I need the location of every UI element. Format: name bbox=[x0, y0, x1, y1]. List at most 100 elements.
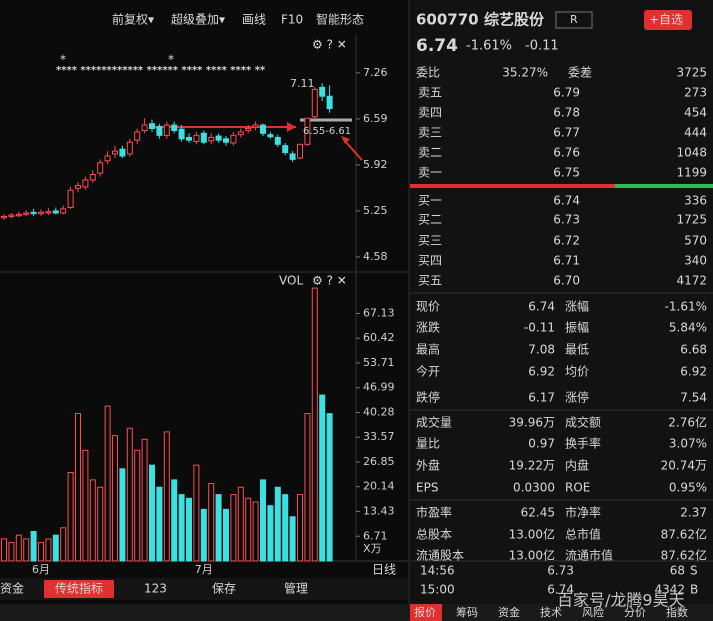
book-volume: 1199 bbox=[676, 166, 707, 180]
candle-body bbox=[126, 141, 133, 155]
volume-bar bbox=[112, 435, 118, 562]
bottom-tab: 筹码 bbox=[456, 605, 478, 619]
stat-value: 6.92 bbox=[680, 365, 707, 379]
stat-value: 0.97 bbox=[528, 437, 555, 451]
stat-label: 最高 bbox=[416, 342, 440, 357]
candle-body bbox=[304, 117, 311, 145]
y-tick-label: 5.92 bbox=[363, 158, 388, 171]
stat-label: 市净率 bbox=[565, 505, 601, 520]
x-tick-label: 6月 bbox=[32, 563, 50, 576]
stat-label: 现价 bbox=[416, 300, 440, 314]
candle-body bbox=[215, 135, 222, 141]
candle-body bbox=[156, 125, 163, 136]
stat-label: 涨停 bbox=[565, 390, 589, 405]
volume-bar bbox=[223, 508, 229, 562]
volume-bar bbox=[319, 394, 326, 562]
volume-bar bbox=[45, 538, 52, 562]
stat-label: 均价 bbox=[565, 365, 589, 379]
tab: 传统指标 bbox=[55, 581, 103, 596]
book-volume: 340 bbox=[684, 254, 707, 268]
trade-volume: 68 bbox=[670, 564, 685, 578]
stat-label: 市盈率 bbox=[416, 505, 452, 520]
tab: 保存 bbox=[212, 582, 236, 596]
toolbar-item: 画线 bbox=[242, 13, 266, 27]
book-price: 6.72 bbox=[553, 234, 580, 248]
volume-bar bbox=[8, 542, 15, 562]
stat-value: 0.95% bbox=[669, 481, 707, 495]
bottom-tab: 指数 bbox=[666, 605, 688, 619]
volume-bar bbox=[186, 497, 192, 562]
candle-body bbox=[119, 148, 126, 157]
volume-bar bbox=[274, 486, 281, 562]
change: -0.11 bbox=[525, 39, 559, 54]
settings-icon[interactable]: ⚙ ? ✕ bbox=[312, 38, 347, 52]
watermark: 百家号/龙腾9昊天 bbox=[557, 591, 685, 610]
toolbar-item: 超级叠加▾ bbox=[171, 12, 225, 27]
toolbar-item: 智能形态 bbox=[316, 12, 364, 27]
book-volume: 273 bbox=[684, 86, 707, 100]
book-label: 买四 bbox=[418, 254, 442, 268]
book-label: 卖五 bbox=[418, 86, 442, 100]
active-tab[interactable] bbox=[44, 580, 114, 598]
y-tick-label: 5.25 bbox=[363, 204, 388, 217]
book-price: 6.71 bbox=[553, 254, 580, 268]
stat-value: 6.92 bbox=[528, 365, 555, 379]
volume-bar bbox=[304, 412, 311, 562]
y-tick-label: 33.57 bbox=[363, 430, 395, 443]
name: 综艺股份 bbox=[484, 11, 545, 29]
volume-bar bbox=[141, 438, 148, 562]
tab: 123 bbox=[144, 582, 167, 596]
stat-value: 7.08 bbox=[528, 343, 555, 357]
y-tick-label: 67.13 bbox=[363, 306, 395, 319]
candle-body bbox=[230, 134, 237, 144]
ratio-bar-green bbox=[615, 184, 713, 188]
candle-body bbox=[223, 138, 229, 143]
active-tab[interactable] bbox=[410, 604, 442, 621]
candle-body bbox=[186, 136, 192, 141]
book-price: 6.78 bbox=[553, 106, 580, 120]
code: 600770 bbox=[416, 11, 479, 29]
stat-value: 2.76亿 bbox=[668, 415, 707, 430]
candle-body bbox=[141, 124, 148, 132]
y-tick-label: 4.58 bbox=[363, 250, 388, 263]
stat-label: 外盘 bbox=[416, 458, 440, 473]
stat-label: 涨跌 bbox=[416, 320, 440, 335]
trade-price: 6.74 bbox=[547, 583, 574, 597]
signal-star: * bbox=[168, 53, 174, 67]
y-tick-label: 53.71 bbox=[363, 356, 395, 369]
change-pct: -1.61% bbox=[466, 39, 512, 54]
candle-body bbox=[8, 214, 15, 217]
book-price: 6.75 bbox=[553, 166, 580, 180]
book-volume: 336 bbox=[684, 194, 707, 208]
arrow-head bbox=[287, 122, 296, 132]
candle-body bbox=[252, 124, 259, 128]
trade-side: S bbox=[690, 564, 698, 578]
stat-label: 流通股本 bbox=[416, 549, 464, 563]
stat-label: 振幅 bbox=[565, 320, 589, 335]
book-label: 卖三 bbox=[418, 126, 442, 140]
stat-value: 13.00亿 bbox=[509, 527, 555, 542]
arrow-head bbox=[341, 136, 350, 144]
volume-bar bbox=[15, 534, 22, 562]
stat-label: 最低 bbox=[565, 343, 589, 357]
candle-body bbox=[75, 185, 81, 189]
y-tick-label: 26.85 bbox=[363, 455, 395, 468]
label: 委差 bbox=[568, 66, 592, 80]
x-tick-label: 7月 bbox=[195, 563, 213, 576]
book-label: 买二 bbox=[418, 213, 442, 227]
volume-bar bbox=[260, 479, 266, 562]
stat-value: 6.17 bbox=[528, 391, 555, 405]
volume-bar bbox=[245, 497, 252, 562]
book-volume: 454 bbox=[684, 106, 707, 120]
settings-icon[interactable]: ⚙ ? ✕ bbox=[312, 274, 347, 288]
book-price: 6.70 bbox=[553, 274, 580, 288]
candle-body bbox=[267, 134, 274, 138]
add-button[interactable] bbox=[644, 10, 692, 30]
book-label: 卖二 bbox=[418, 146, 442, 160]
trade-time: 14:56 bbox=[420, 564, 455, 578]
candle-body bbox=[82, 179, 89, 188]
volume-bar bbox=[282, 494, 289, 562]
bottom-tab: 分价 bbox=[624, 606, 646, 619]
stat-value: 3.07% bbox=[669, 437, 707, 451]
